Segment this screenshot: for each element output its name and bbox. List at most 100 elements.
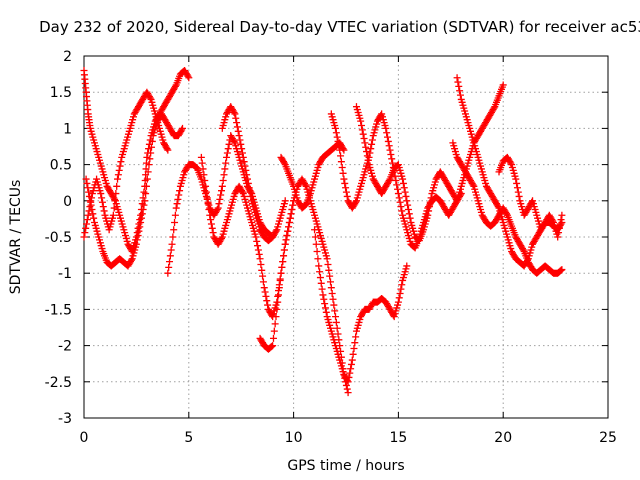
data-point bbox=[275, 291, 283, 299]
data-point bbox=[85, 188, 93, 196]
data-point bbox=[425, 203, 433, 211]
data-point bbox=[274, 298, 282, 306]
data-point bbox=[360, 135, 368, 143]
data-point bbox=[146, 94, 154, 102]
data-point bbox=[141, 197, 149, 205]
data-point bbox=[383, 129, 391, 137]
data-point bbox=[382, 124, 390, 132]
y-tick-label: 1.5 bbox=[50, 85, 72, 101]
data-point bbox=[347, 365, 355, 373]
data-point bbox=[267, 343, 275, 351]
data-point bbox=[388, 155, 396, 163]
data-point bbox=[280, 252, 288, 260]
data-point bbox=[280, 246, 288, 254]
data-point bbox=[241, 162, 249, 170]
data-point bbox=[99, 203, 107, 211]
series-track-l bbox=[449, 139, 566, 277]
data-point bbox=[114, 175, 122, 183]
data-point bbox=[367, 145, 375, 153]
data-point bbox=[558, 211, 566, 219]
data-point bbox=[242, 166, 250, 174]
data-point bbox=[361, 139, 369, 147]
data-point bbox=[171, 219, 179, 227]
data-point bbox=[343, 385, 351, 393]
data-point bbox=[312, 240, 320, 248]
data-point bbox=[512, 175, 520, 183]
data-point bbox=[285, 223, 293, 231]
data-point bbox=[217, 234, 225, 242]
data-point bbox=[246, 188, 254, 196]
data-point bbox=[556, 267, 564, 275]
data-point bbox=[112, 190, 120, 198]
data-point bbox=[391, 172, 399, 180]
data-point bbox=[166, 252, 174, 260]
data-point bbox=[410, 243, 418, 251]
data-point bbox=[339, 145, 347, 153]
data-point bbox=[271, 320, 279, 328]
data-point bbox=[167, 246, 175, 254]
data-point bbox=[329, 295, 337, 303]
data-point bbox=[456, 87, 464, 95]
data-point bbox=[136, 223, 144, 231]
data-point bbox=[258, 266, 266, 274]
data-point bbox=[399, 179, 407, 187]
data-point bbox=[398, 281, 406, 289]
data-point bbox=[268, 311, 276, 319]
data-point bbox=[259, 278, 267, 286]
data-point bbox=[288, 205, 296, 213]
data-point bbox=[225, 140, 233, 148]
data-point bbox=[140, 188, 148, 196]
data-point bbox=[359, 130, 367, 138]
data-point bbox=[145, 161, 153, 169]
x-tick-label: 5 bbox=[184, 430, 193, 446]
data-point bbox=[394, 185, 402, 193]
chart-title: Day 232 of 2020, Sidereal Day-to-day VTE… bbox=[39, 18, 640, 36]
data-point bbox=[82, 175, 90, 183]
data-point bbox=[315, 262, 323, 270]
data-point bbox=[84, 184, 92, 192]
data-point bbox=[555, 224, 563, 232]
data-point bbox=[415, 236, 423, 244]
data-point bbox=[137, 219, 145, 227]
data-point bbox=[318, 285, 326, 293]
data-point bbox=[233, 119, 241, 127]
data-point bbox=[557, 216, 565, 224]
data-point bbox=[346, 369, 354, 377]
data-point bbox=[424, 211, 432, 219]
data-point bbox=[425, 207, 433, 215]
data-point bbox=[184, 72, 192, 80]
data-point bbox=[314, 255, 322, 263]
data-point bbox=[494, 203, 502, 211]
data-point bbox=[259, 272, 267, 280]
data-point bbox=[394, 190, 402, 198]
data-point bbox=[98, 198, 106, 206]
data-point bbox=[243, 175, 251, 183]
data-point bbox=[334, 137, 342, 145]
data-point bbox=[393, 181, 401, 189]
data-point bbox=[171, 82, 179, 90]
series-track-c bbox=[82, 110, 187, 270]
data-point bbox=[554, 233, 562, 241]
data-point bbox=[98, 194, 106, 202]
data-point bbox=[247, 192, 255, 200]
data-point bbox=[236, 136, 244, 144]
data-point bbox=[401, 188, 409, 196]
data-point bbox=[320, 295, 328, 303]
data-point bbox=[377, 111, 385, 119]
data-point bbox=[276, 276, 284, 284]
data-point bbox=[456, 91, 464, 99]
data-point bbox=[513, 184, 521, 192]
data-point bbox=[398, 207, 406, 215]
data-point bbox=[169, 233, 177, 241]
data-point bbox=[335, 142, 343, 150]
data-point bbox=[363, 148, 371, 156]
data-point bbox=[342, 184, 350, 192]
data-point bbox=[138, 210, 146, 218]
data-point bbox=[139, 205, 147, 213]
data-point bbox=[343, 192, 351, 200]
data-point bbox=[269, 334, 277, 342]
x-tick-label: 20 bbox=[494, 430, 512, 446]
data-point bbox=[147, 143, 155, 151]
data-point bbox=[352, 333, 360, 341]
data-point bbox=[89, 210, 97, 218]
